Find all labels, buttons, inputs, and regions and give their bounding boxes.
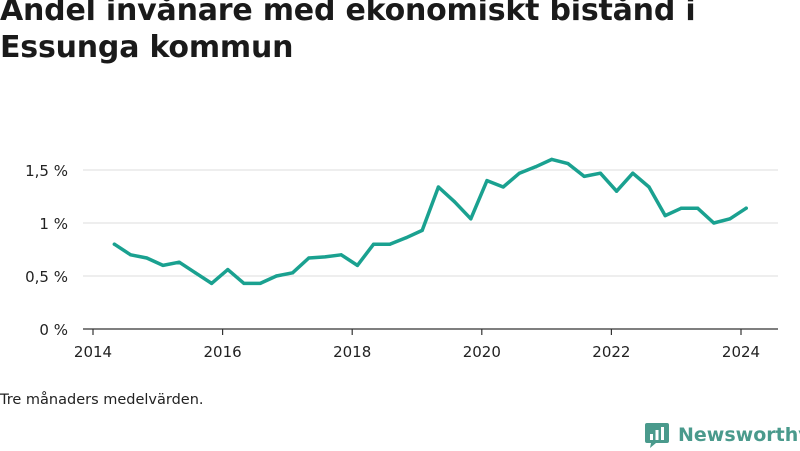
y-tick-label: 1,5 % <box>25 162 68 180</box>
data-point <box>550 157 554 161</box>
data-point <box>323 255 327 259</box>
data-point <box>566 162 570 166</box>
data-point <box>631 171 635 175</box>
data-point <box>614 189 619 193</box>
y-axis-labels: 0 % 0,5 % 1 % 1,5 % <box>25 162 68 339</box>
data-point <box>112 242 116 246</box>
data-point <box>679 206 683 210</box>
brand-name: Newsworthy <box>678 424 800 446</box>
data-point <box>290 271 295 275</box>
x-axis: 2014 2016 2018 2020 2022 2024 <box>74 328 778 361</box>
x-tick-label: 2024 <box>722 343 760 361</box>
data-point <box>517 171 521 175</box>
data-point <box>469 217 473 221</box>
data-point <box>533 165 538 169</box>
data-point <box>177 260 181 264</box>
data-point <box>695 206 700 210</box>
data-point <box>274 274 278 278</box>
data-point <box>161 263 165 267</box>
chart-title: Andel invånare med ekonomiskt bistånd i … <box>0 0 696 65</box>
data-point <box>339 253 343 257</box>
chart-caption: Tre månaders medelvärden. <box>0 392 204 408</box>
gridlines <box>83 169 778 277</box>
data-point <box>598 171 602 175</box>
series-line <box>112 157 748 286</box>
data-point <box>501 185 505 189</box>
data-point <box>371 242 376 246</box>
data-point <box>226 268 230 272</box>
data-point <box>436 185 440 189</box>
data-point <box>128 253 133 257</box>
data-point <box>647 185 651 189</box>
data-point <box>663 213 667 218</box>
x-tick-label: 2016 <box>204 343 242 361</box>
data-point <box>712 221 716 225</box>
brand-logo[interactable]: Newsworthy <box>644 419 800 451</box>
x-tick-label: 2020 <box>463 343 501 361</box>
data-point <box>582 174 586 178</box>
data-point <box>485 179 489 183</box>
data-point <box>355 263 359 267</box>
data-point <box>145 256 149 260</box>
x-tick-label: 2022 <box>592 343 630 361</box>
data-point <box>388 242 392 246</box>
data-point <box>209 281 214 286</box>
x-tick-label: 2018 <box>333 343 371 361</box>
data-point <box>420 228 424 233</box>
data-point <box>242 281 246 286</box>
x-tick-label: 2014 <box>74 343 112 361</box>
y-tick-label: 0,5 % <box>25 268 68 286</box>
data-point <box>193 271 197 275</box>
y-tick-label: 1 % <box>39 215 68 233</box>
data-point <box>307 256 311 260</box>
newsworthy-logo-icon <box>645 423 669 448</box>
data-point <box>744 206 748 210</box>
y-tick-label: 0 % <box>39 321 68 339</box>
series-line-group <box>112 157 748 286</box>
data-point <box>258 281 262 286</box>
data-point <box>452 200 457 204</box>
data-point <box>728 217 732 221</box>
data-point <box>404 236 408 240</box>
